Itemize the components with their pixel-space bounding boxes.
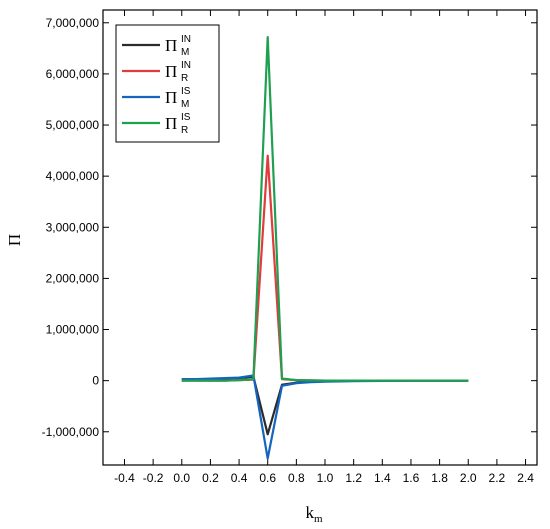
legend-label-sup: IS xyxy=(181,86,191,97)
series-line xyxy=(181,375,469,436)
legend-label-sup: IS xyxy=(181,112,191,123)
x-tick-label: 1.8 xyxy=(431,471,448,485)
x-tick-label: 0.4 xyxy=(231,471,248,485)
x-axis-title-main: k xyxy=(305,503,314,522)
legend-label-sub: M xyxy=(181,99,189,110)
y-tick-label: 7,000,000 xyxy=(46,16,100,30)
y-tick-label: 6,000,000 xyxy=(46,67,100,81)
x-tick-label: 2.4 xyxy=(517,471,534,485)
y-axis: -1,000,000 0 1,000,000 2,000,000 3,000,000 4,… xyxy=(42,16,537,439)
y-tick-label: 1,000,000 xyxy=(46,323,100,337)
legend-label: Π xyxy=(165,114,177,133)
x-tick-label: 2.0 xyxy=(460,471,477,485)
series-line xyxy=(181,35,469,382)
legend-label-sub: M xyxy=(181,47,189,58)
legend-label-sup: IN xyxy=(181,34,191,45)
y-tick-label: 2,000,000 xyxy=(46,271,100,285)
x-tick-label: 0.0 xyxy=(173,471,190,485)
x-tick-label: 1.6 xyxy=(403,471,420,485)
y-tick-label: 4,000,000 xyxy=(46,169,100,183)
x-tick-label: 0.2 xyxy=(202,471,219,485)
x-axis-title-sub: m xyxy=(314,513,323,525)
x-axis-title: km xyxy=(305,503,323,525)
y-tick-label: 0 xyxy=(92,374,99,388)
legend-label-sub: R xyxy=(181,125,188,136)
legend-label-sup: IN xyxy=(181,60,191,71)
plot-frame xyxy=(102,9,538,466)
x-tick-label: -0.4 xyxy=(114,471,135,485)
y-axis-title: Π xyxy=(5,234,24,246)
x-tick-label: -0.2 xyxy=(143,471,164,485)
y-tick-label: -1,000,000 xyxy=(42,425,100,439)
x-tick-label: 0.6 xyxy=(259,471,276,485)
y-tick-label: 3,000,000 xyxy=(46,220,100,234)
series-lines xyxy=(181,35,469,460)
x-axis: -0.4 -0.2 0.0 0.2 0.4 0.6 0.8 1.0 1.2 1.4 1.6 1.8 2.… xyxy=(114,10,534,485)
x-tick-label: 1.4 xyxy=(374,471,391,485)
x-tick-label: 2.2 xyxy=(489,471,506,485)
legend-label: Π xyxy=(165,88,177,107)
legend-label-sub: R xyxy=(181,73,188,84)
legend-label: Π xyxy=(165,36,177,55)
x-tick-label: 0.8 xyxy=(288,471,305,485)
series-line xyxy=(181,154,469,382)
legend-label: Π xyxy=(165,62,177,81)
x-tick-label: 1.2 xyxy=(345,471,362,485)
x-tick-label: 1.0 xyxy=(317,471,334,485)
y-tick-label: 5,000,000 xyxy=(46,118,100,132)
series-line xyxy=(181,374,469,460)
